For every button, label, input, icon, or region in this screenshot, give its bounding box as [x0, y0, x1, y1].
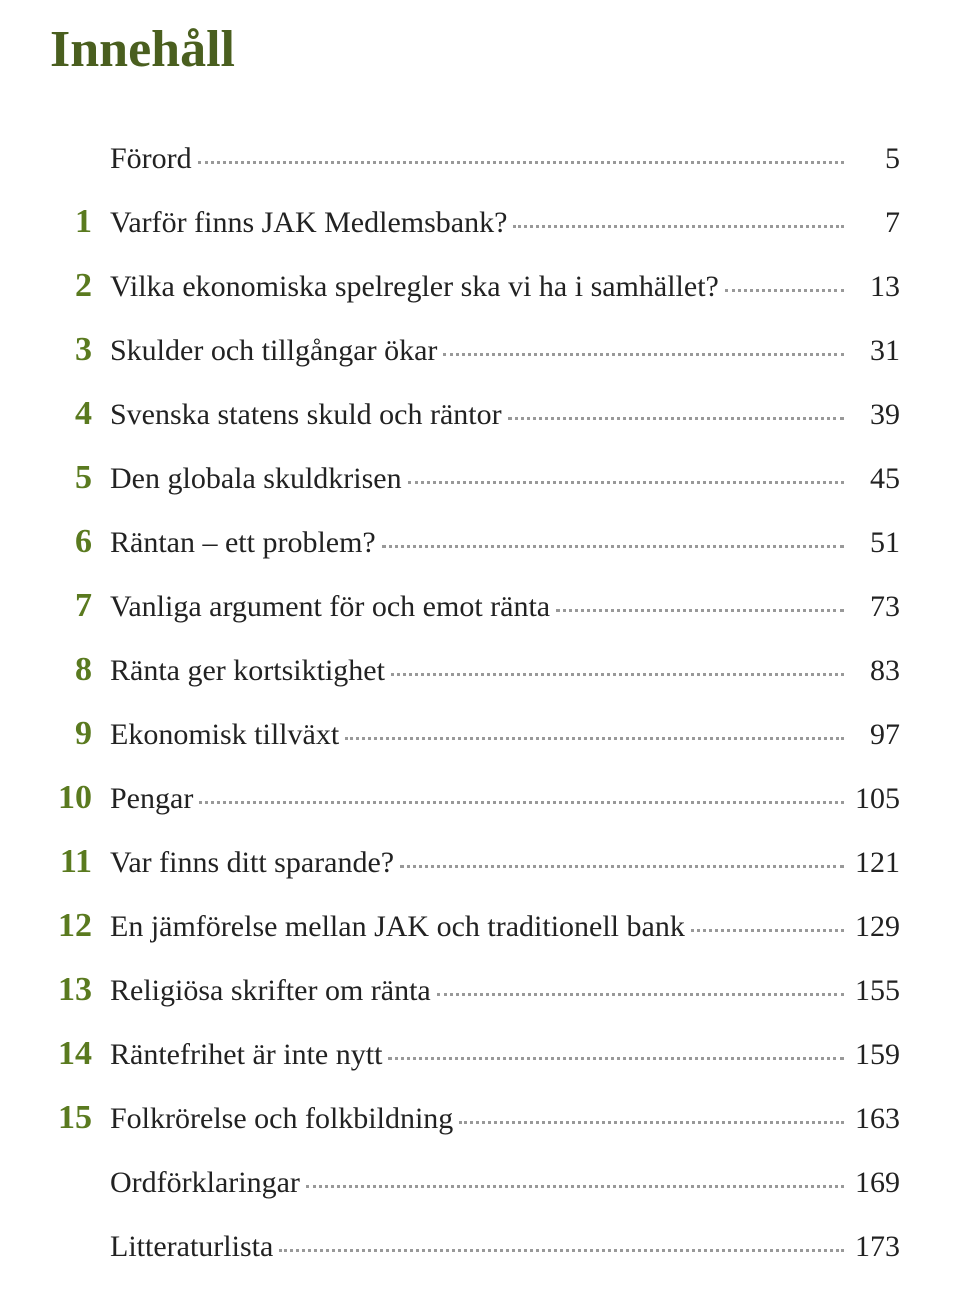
toc-entry-label: Pengar: [110, 782, 193, 816]
toc-chapter-number: 9: [40, 715, 110, 753]
toc-chapter-number: ·: [40, 1227, 110, 1265]
toc-entry-label: Vanliga argument för och emot ränta: [110, 590, 550, 624]
toc-page-number: 5: [850, 142, 900, 176]
toc-leader-dots: [437, 993, 844, 996]
toc-leader-dots: [199, 801, 844, 804]
toc-leader-dots: [391, 673, 844, 676]
toc-leader-dots: [382, 545, 844, 548]
toc-page-number: 121: [850, 846, 900, 880]
toc-chapter-number: 7: [40, 587, 110, 625]
toc-leader-dots: [443, 353, 844, 356]
toc-page-number: 159: [850, 1038, 900, 1072]
toc-row: 14Räntefrihet är inte nytt 159: [40, 1035, 900, 1073]
toc-leader-dots: [508, 417, 844, 420]
toc-row: 8Ränta ger kortsiktighet 83: [40, 651, 900, 689]
toc-leader-dots: [459, 1121, 844, 1124]
toc-leader-dots: [198, 161, 844, 164]
toc-row: 7Vanliga argument för och emot ränta 73: [40, 587, 900, 625]
toc-leader-dots: [725, 289, 844, 292]
toc-entry-label: Ordförklaringar: [110, 1166, 300, 1200]
toc-entry-label: Folkrörelse och folkbildning: [110, 1102, 453, 1136]
toc-page-number: 45: [850, 462, 900, 496]
toc-leader-dots: [400, 865, 844, 868]
toc-page-number: 73: [850, 590, 900, 624]
toc-chapter-number: 6: [40, 523, 110, 561]
toc-row: 11Var finns ditt sparande? 121: [40, 843, 900, 881]
toc-row: 5Den globala skuldkrisen 45: [40, 459, 900, 497]
toc-leader-dots: [279, 1249, 844, 1252]
toc-row: 3Skulder och tillgångar ökar 31: [40, 331, 900, 369]
toc-chapter-number: 2: [40, 267, 110, 305]
toc-page-number: 97: [850, 718, 900, 752]
toc-chapter-number: 12: [40, 907, 110, 945]
page-title: Innehåll: [50, 20, 900, 79]
toc-row: 12En jämförelse mellan JAK och tradition…: [40, 907, 900, 945]
toc-leader-dots: [691, 929, 844, 932]
toc-row: 6Räntan – ett problem? 51: [40, 523, 900, 561]
toc-entry-label: Ränta ger kortsiktighet: [110, 654, 385, 688]
toc-row: 15Folkrörelse och folkbildning 163: [40, 1099, 900, 1137]
toc-chapter-number: 15: [40, 1099, 110, 1137]
toc-chapter-number: 11: [40, 843, 110, 881]
toc-leader-dots: [556, 609, 844, 612]
toc-entry-label: Svenska statens skuld och räntor: [110, 398, 502, 432]
toc-chapter-number: ·: [40, 139, 110, 177]
toc-entry-label: Förord: [110, 142, 192, 176]
toc-chapter-number: 1: [40, 203, 110, 241]
toc-entry-label: Litteraturlista: [110, 1230, 273, 1264]
toc-chapter-number: 14: [40, 1035, 110, 1073]
toc-entry-label: Skulder och tillgångar ökar: [110, 334, 437, 368]
toc-chapter-number: 10: [40, 779, 110, 817]
toc-chapter-number: 5: [40, 459, 110, 497]
toc-container: ·Förord51Varför finns JAK Medlemsbank?72…: [40, 139, 900, 1265]
toc-page-number: 83: [850, 654, 900, 688]
toc-chapter-number: 13: [40, 971, 110, 1009]
toc-entry-label: Räntan – ett problem?: [110, 526, 376, 560]
toc-leader-dots: [513, 225, 844, 228]
toc-entry-label: Var finns ditt sparande?: [110, 846, 394, 880]
toc-page-number: 39: [850, 398, 900, 432]
toc-chapter-number: ·: [40, 1163, 110, 1201]
toc-entry-label: Ekonomisk tillväxt: [110, 718, 339, 752]
toc-entry-label: Varför finns JAK Medlemsbank?: [110, 206, 507, 240]
toc-row: 2Vilka ekonomiska spelregler ska vi ha i…: [40, 267, 900, 305]
toc-entry-label: En jämförelse mellan JAK och traditionel…: [110, 910, 685, 944]
toc-leader-dots: [408, 481, 844, 484]
toc-page-number: 13: [850, 270, 900, 304]
toc-leader-dots: [306, 1185, 844, 1188]
toc-chapter-number: 4: [40, 395, 110, 433]
toc-row: 4Svenska statens skuld och räntor 39: [40, 395, 900, 433]
toc-page-number: 163: [850, 1102, 900, 1136]
toc-entry-label: Religiösa skrifter om ränta: [110, 974, 431, 1008]
toc-row: 10Pengar 105: [40, 779, 900, 817]
toc-leader-dots: [345, 737, 844, 740]
toc-page-number: 105: [850, 782, 900, 816]
toc-page-number: 31: [850, 334, 900, 368]
toc-page-number: 169: [850, 1166, 900, 1200]
toc-leader-dots: [388, 1057, 844, 1060]
toc-row: ·Litteraturlista 173: [40, 1227, 900, 1265]
toc-page-number: 51: [850, 526, 900, 560]
toc-page-number: 173: [850, 1230, 900, 1264]
toc-row: 9Ekonomisk tillväxt 97: [40, 715, 900, 753]
toc-chapter-number: 8: [40, 651, 110, 689]
toc-page-number: 7: [850, 206, 900, 240]
toc-entry-label: Den globala skuldkrisen: [110, 462, 402, 496]
toc-row: ·Ordförklaringar 169: [40, 1163, 900, 1201]
toc-page-number: 155: [850, 974, 900, 1008]
toc-page-number: 129: [850, 910, 900, 944]
toc-entry-label: Vilka ekonomiska spelregler ska vi ha i …: [110, 270, 719, 304]
toc-entry-label: Räntefrihet är inte nytt: [110, 1038, 382, 1072]
toc-row: ·Förord 5: [40, 139, 900, 177]
toc-chapter-number: 3: [40, 331, 110, 369]
toc-row: 1Varför finns JAK Medlemsbank? 7: [40, 203, 900, 241]
toc-row: 13Religiösa skrifter om ränta 155: [40, 971, 900, 1009]
